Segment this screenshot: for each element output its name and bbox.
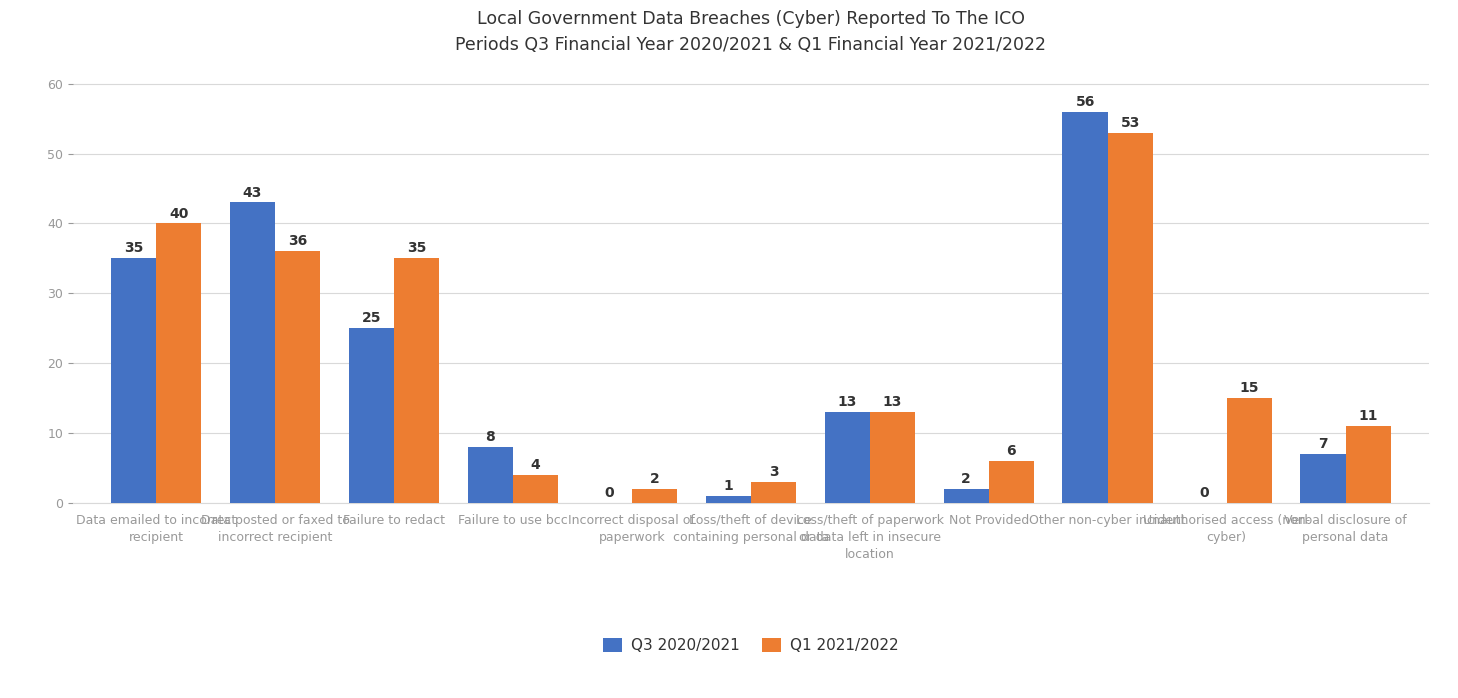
Bar: [751, 482, 796, 503]
Bar: [394, 258, 439, 503]
Text: 11: 11: [1359, 409, 1378, 423]
Bar: [706, 496, 751, 503]
Text: 40: 40: [169, 207, 188, 221]
Text: 13: 13: [882, 395, 903, 409]
Bar: [1063, 112, 1108, 503]
Bar: [870, 412, 916, 503]
Bar: [1301, 454, 1346, 503]
Bar: [348, 328, 394, 503]
Text: 2: 2: [650, 472, 659, 486]
Text: 8: 8: [486, 430, 496, 444]
Text: 36: 36: [289, 235, 308, 248]
Bar: [825, 412, 870, 503]
Bar: [156, 223, 201, 503]
Text: 43: 43: [243, 186, 262, 200]
Text: 1: 1: [723, 479, 733, 493]
Bar: [1346, 426, 1391, 503]
Text: 53: 53: [1121, 116, 1140, 130]
Text: 56: 56: [1076, 95, 1095, 109]
Bar: [276, 251, 321, 503]
Legend: Q3 2020/2021, Q1 2021/2022: Q3 2020/2021, Q1 2021/2022: [598, 632, 904, 660]
Text: 3: 3: [768, 465, 779, 479]
Text: 35: 35: [124, 242, 143, 255]
Text: 13: 13: [837, 395, 857, 409]
Text: 15: 15: [1239, 381, 1260, 395]
Text: 0: 0: [605, 486, 614, 500]
Bar: [468, 447, 513, 503]
Bar: [631, 489, 677, 503]
Text: 35: 35: [407, 242, 426, 255]
Text: 6: 6: [1006, 444, 1016, 458]
Text: 25: 25: [362, 311, 381, 325]
Text: 0: 0: [1200, 486, 1209, 500]
Text: 2: 2: [961, 472, 971, 486]
Bar: [230, 202, 276, 503]
Bar: [513, 475, 558, 503]
Bar: [989, 461, 1034, 503]
Text: 7: 7: [1318, 437, 1328, 451]
Bar: [1226, 398, 1271, 503]
Bar: [943, 489, 989, 503]
Bar: [1108, 133, 1153, 503]
Text: 4: 4: [531, 458, 541, 472]
Bar: [111, 258, 156, 503]
Title: Local Government Data Breaches (Cyber) Reported To The ICO
Periods Q3 Financial : Local Government Data Breaches (Cyber) R…: [455, 10, 1047, 54]
